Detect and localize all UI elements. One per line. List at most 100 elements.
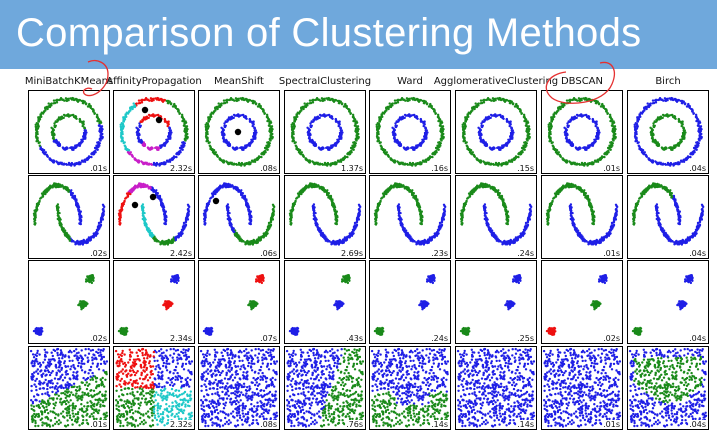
data-point bbox=[35, 370, 38, 373]
data-point bbox=[175, 401, 178, 404]
data-point bbox=[57, 378, 60, 381]
data-point bbox=[162, 351, 165, 354]
data-point bbox=[88, 105, 91, 108]
data-point bbox=[74, 413, 77, 416]
data-point bbox=[83, 241, 86, 244]
data-point bbox=[254, 103, 258, 106]
data-point bbox=[166, 381, 169, 384]
data-point bbox=[150, 388, 154, 391]
data-point bbox=[53, 377, 57, 380]
data-point bbox=[95, 376, 99, 380]
data-point bbox=[75, 396, 78, 399]
data-point bbox=[85, 387, 89, 391]
data-point bbox=[84, 410, 87, 413]
data-point bbox=[244, 144, 247, 148]
data-point bbox=[36, 139, 40, 143]
data-point bbox=[99, 134, 102, 137]
data-point bbox=[242, 98, 246, 102]
data-point bbox=[89, 365, 93, 369]
data-point bbox=[260, 281, 264, 285]
data-point bbox=[264, 151, 267, 154]
data-point bbox=[241, 97, 244, 101]
data-point bbox=[226, 208, 229, 212]
data-point bbox=[75, 99, 79, 102]
data-point bbox=[145, 351, 148, 354]
data-point bbox=[70, 164, 73, 167]
data-point bbox=[233, 186, 236, 189]
data-point bbox=[58, 211, 61, 215]
data-point bbox=[157, 415, 160, 418]
data-point bbox=[159, 405, 162, 408]
data-point bbox=[233, 114, 237, 117]
data-point bbox=[256, 276, 259, 279]
scatter-panel-noisy-circles: .08s bbox=[198, 90, 280, 174]
data-point bbox=[176, 378, 180, 381]
data-point bbox=[38, 118, 42, 121]
data-point bbox=[147, 230, 150, 233]
data-point bbox=[119, 421, 122, 425]
data-point bbox=[79, 366, 83, 369]
data-point bbox=[97, 411, 100, 415]
data-point bbox=[150, 407, 153, 410]
data-point bbox=[64, 355, 67, 358]
data-point bbox=[152, 355, 155, 358]
data-point bbox=[163, 161, 166, 164]
data-point bbox=[100, 355, 104, 359]
data-point bbox=[83, 158, 87, 161]
data-point bbox=[140, 101, 144, 104]
data-point bbox=[150, 411, 153, 415]
data-point bbox=[102, 207, 105, 211]
data-point bbox=[242, 115, 246, 118]
data-point bbox=[245, 201, 248, 204]
data-point bbox=[125, 374, 129, 377]
data-point bbox=[84, 303, 87, 306]
data-point bbox=[66, 414, 69, 417]
data-point bbox=[103, 360, 106, 363]
data-point bbox=[151, 414, 154, 417]
data-point bbox=[154, 368, 157, 371]
data-point bbox=[99, 136, 103, 139]
data-point bbox=[120, 377, 123, 381]
data-point bbox=[254, 136, 257, 139]
data-point bbox=[146, 163, 149, 166]
data-point bbox=[168, 392, 171, 395]
timing-label: .02s bbox=[90, 334, 107, 343]
data-point bbox=[123, 400, 126, 403]
data-point bbox=[138, 387, 142, 390]
data-point bbox=[39, 383, 42, 386]
cluster-center-marker bbox=[131, 201, 139, 209]
data-point bbox=[131, 387, 134, 391]
data-point bbox=[186, 214, 189, 217]
data-point bbox=[160, 371, 163, 374]
data-point bbox=[56, 390, 60, 393]
data-point bbox=[168, 405, 171, 408]
data-point bbox=[175, 153, 178, 156]
data-point bbox=[220, 102, 223, 105]
data-point bbox=[89, 349, 93, 352]
data-point bbox=[175, 404, 178, 408]
data-point bbox=[119, 210, 122, 213]
data-point bbox=[86, 393, 89, 396]
data-point bbox=[97, 368, 101, 371]
data-point bbox=[227, 161, 230, 165]
data-point bbox=[185, 381, 189, 384]
data-point bbox=[47, 423, 50, 426]
data-point bbox=[156, 195, 159, 199]
data-point bbox=[259, 275, 262, 278]
data-point bbox=[142, 216, 146, 219]
data-point bbox=[215, 191, 218, 194]
data-point bbox=[68, 393, 72, 397]
data-point bbox=[73, 385, 76, 388]
data-point bbox=[47, 380, 50, 383]
data-point bbox=[177, 408, 181, 411]
data-point bbox=[80, 394, 84, 398]
data-point bbox=[129, 106, 132, 109]
data-point bbox=[247, 209, 251, 212]
data-point bbox=[120, 404, 123, 407]
data-point bbox=[176, 235, 179, 238]
data-point bbox=[124, 365, 127, 368]
data-point bbox=[64, 370, 68, 373]
data-point bbox=[182, 124, 186, 127]
data-point bbox=[72, 376, 76, 379]
data-point bbox=[189, 393, 192, 396]
